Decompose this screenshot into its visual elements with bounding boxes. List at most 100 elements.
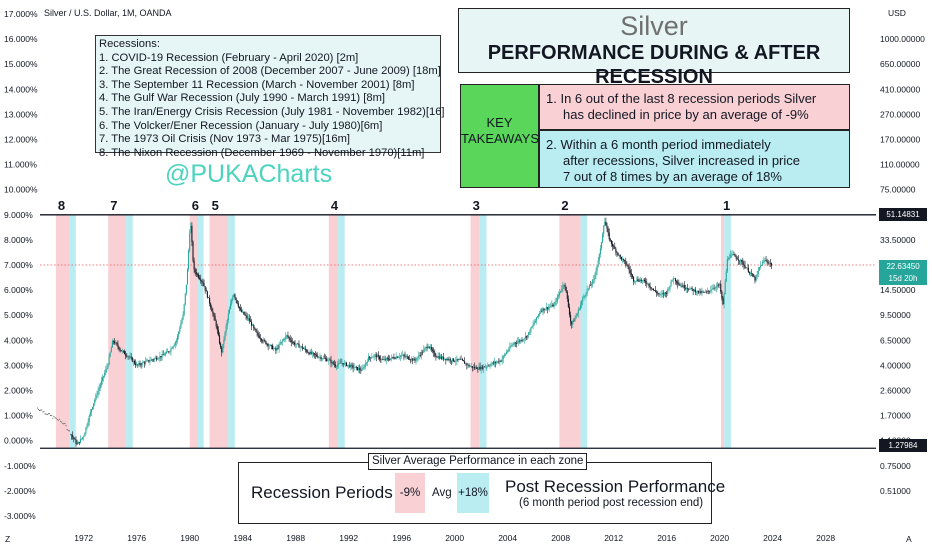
candle-body (87, 421, 89, 426)
candle-body (626, 264, 628, 266)
candle-body (648, 283, 650, 287)
zone-number-label: 4 (331, 198, 339, 213)
candle-body (118, 346, 120, 350)
candle-body (370, 357, 372, 359)
left-axis-tick-label: 4.000% (4, 335, 33, 345)
left-axis-tick-label: 0.000% (4, 436, 33, 446)
candle-body (315, 354, 317, 356)
candle-body (159, 356, 161, 359)
candle-body (377, 355, 380, 357)
candle-body (677, 282, 679, 284)
candle-body (720, 283, 722, 292)
candle-body (133, 360, 136, 364)
candle-body (157, 358, 159, 360)
left-axis-tick-label: 8.000% (4, 235, 33, 245)
candle-body (574, 318, 576, 322)
candle-body (699, 291, 701, 293)
candle-body (321, 358, 323, 360)
x-axis-tick-label: 1988 (286, 533, 305, 543)
candle-body (82, 437, 84, 439)
candle-body (332, 361, 334, 364)
candle-body (371, 357, 373, 359)
candle-body (365, 362, 367, 364)
candle-body (450, 360, 452, 362)
candle-body (652, 288, 654, 291)
candle-body (421, 351, 423, 356)
candle-body (704, 291, 706, 293)
candle-body (623, 259, 625, 261)
left-axis-tick-label: 10.000% (4, 185, 38, 195)
candle-body (734, 254, 736, 257)
candle-body (607, 228, 609, 233)
candle-body (169, 351, 171, 353)
zone-number-label: 8 (58, 198, 65, 213)
candle-body (235, 297, 237, 301)
candle-body (175, 340, 178, 343)
candle-body (436, 356, 438, 358)
candle-body (649, 286, 651, 288)
candle-body (213, 313, 215, 317)
candle-body (676, 281, 678, 283)
candle-body (247, 318, 249, 319)
candle-body (373, 355, 375, 357)
candle-body (228, 308, 231, 314)
candle-body (407, 356, 409, 360)
candle-body (755, 276, 757, 281)
candle-body (236, 300, 238, 304)
candle-body (177, 335, 179, 341)
candle-body (90, 409, 92, 413)
recession-zone (108, 214, 127, 449)
candle-body (179, 328, 181, 333)
price-point (53, 415, 55, 417)
candle-body (196, 274, 198, 275)
candle-body (509, 346, 511, 350)
price-point (56, 418, 58, 421)
candle-body (141, 362, 143, 365)
chart-header: Silver / U.S. Dollar, 1M, OANDA (44, 8, 172, 18)
candle-body (584, 295, 586, 297)
candle-body (285, 335, 287, 339)
candle-body (434, 352, 436, 357)
candle-body (103, 376, 105, 378)
price-point (48, 412, 51, 415)
candle-body (403, 354, 405, 356)
currency-label[interactable]: USD (888, 8, 906, 18)
candle-body (257, 332, 259, 336)
candle-body (207, 297, 210, 299)
candle-body (250, 321, 253, 326)
candle-body (298, 344, 300, 348)
candle-body (77, 442, 79, 444)
candle-body (732, 253, 734, 255)
left-axis-tick-label: 16.000% (4, 34, 38, 44)
right-axis-tick-label: 0.75000 (880, 461, 911, 471)
candle-body (634, 281, 636, 283)
price-point (39, 410, 41, 412)
candle-body (193, 260, 195, 270)
candle-body (660, 293, 662, 295)
candle-body (692, 289, 694, 292)
candle-body (636, 279, 638, 282)
candle-body (479, 366, 481, 370)
candle-body (311, 352, 313, 354)
candle-body (126, 355, 128, 357)
right-axis-tick-label: 6.50000 (880, 335, 911, 345)
x-axis-tick-label: 2016 (657, 533, 676, 543)
candle-body (591, 284, 593, 286)
candle-body (697, 290, 699, 293)
candle-body (562, 285, 564, 289)
candle-body (349, 364, 351, 368)
candle-body (592, 280, 594, 285)
candle-body (269, 345, 271, 346)
candle-body (757, 270, 759, 274)
candle-body (416, 357, 418, 361)
candle-body (300, 346, 302, 348)
candle-body (310, 351, 312, 354)
current-price-tag: 22.63450 (879, 260, 927, 273)
candle-body (234, 294, 236, 298)
candle-body (501, 358, 503, 362)
candle-body (685, 288, 688, 289)
candle-body (666, 292, 668, 294)
candle-body (440, 356, 442, 359)
candle-body (406, 356, 408, 358)
candle-body (347, 364, 349, 366)
